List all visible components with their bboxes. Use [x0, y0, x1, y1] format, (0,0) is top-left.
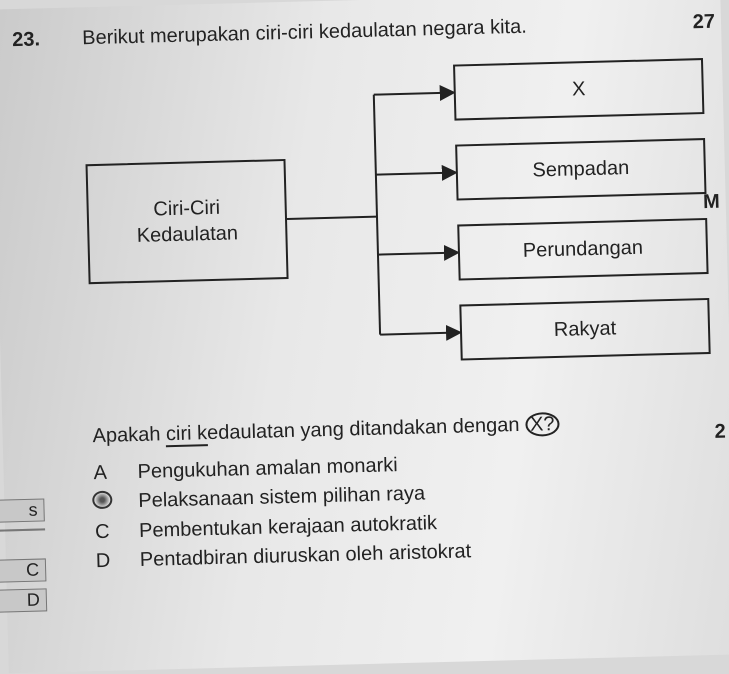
sub-question: Apakah ciri kedaulatan yang ditandakan d…	[92, 408, 701, 448]
main-node-line2: Kedaulatan	[136, 220, 238, 249]
main-node-line1: Ciri-Ciri	[153, 195, 220, 223]
option-text-b: Pelaksanaan sistem pilihan raya	[138, 482, 425, 513]
option-letter-c: C	[95, 520, 120, 544]
option-text-a: Pengukuhan amalan monarki	[137, 454, 398, 484]
question-stem: Berikut merupakan ciri-ciri kedaulatan n…	[82, 11, 691, 50]
side-tab-1: s	[0, 498, 45, 522]
child-node-perundangan: Perundangan	[457, 218, 708, 281]
question-number: 23.	[12, 28, 40, 52]
option-letter-a: A	[93, 462, 118, 486]
child-node-rakyat: Rakyat	[459, 298, 710, 361]
subq-circled-x: X?	[525, 412, 560, 437]
margin-number-top: 27	[692, 11, 715, 35]
subq-prefix: Apakah	[92, 423, 166, 447]
option-letter-d: D	[96, 549, 121, 573]
diagram: Ciri-Ciri Kedaulatan X Sempadan Perundan…	[83, 58, 701, 414]
option-letter-b	[94, 491, 119, 516]
child-node-sempadan: Sempadan	[455, 138, 706, 201]
subq-underlined: ciri k	[166, 422, 208, 447]
subq-mid: edaulatan yang ditandakan dengan	[207, 414, 520, 444]
scribble-icon	[92, 491, 112, 510]
options-list: A Pengukuhan amalan monarki Pelaksanaan …	[93, 446, 705, 573]
side-tab-3: C	[0, 558, 46, 582]
option-text-d: Pentadbiran diuruskan oleh aristokrat	[140, 540, 472, 572]
side-tab-2	[0, 528, 45, 531]
child-node-x: X	[453, 58, 704, 121]
margin-number-2: 2	[714, 421, 726, 444]
option-text-c: Pembentukan kerajaan autokratik	[139, 512, 437, 543]
main-node: Ciri-Ciri Kedaulatan	[86, 159, 289, 284]
side-tab-4: D	[0, 588, 47, 612]
